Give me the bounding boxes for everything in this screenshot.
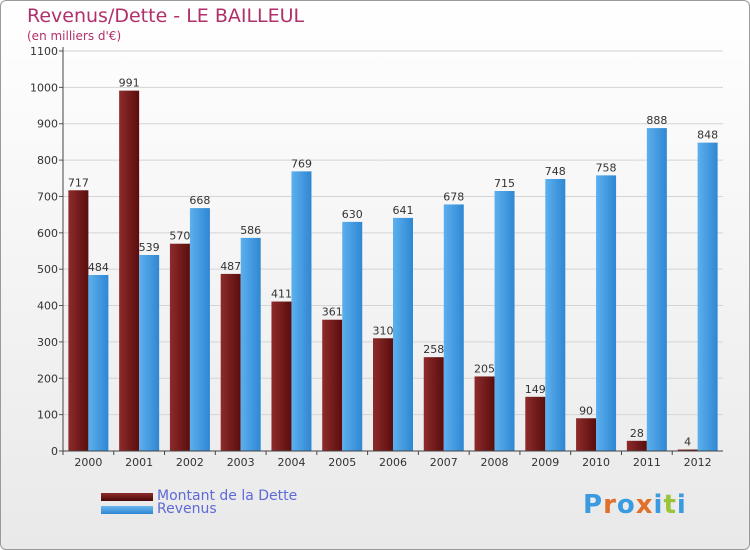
logo-letter: o bbox=[616, 490, 636, 520]
data-label-dette: 991 bbox=[119, 77, 140, 90]
x-tick-label: 2002 bbox=[176, 456, 204, 469]
data-label-revenus: 668 bbox=[189, 194, 210, 207]
x-tick-label: 2001 bbox=[125, 456, 153, 469]
data-label-revenus: 888 bbox=[646, 114, 667, 127]
legend-swatch-dette bbox=[101, 493, 153, 501]
bar-dette bbox=[576, 418, 597, 451]
x-tick-label: 2010 bbox=[582, 456, 610, 469]
bar-revenus bbox=[342, 221, 363, 451]
data-label-dette: 411 bbox=[271, 288, 292, 301]
bar-revenus bbox=[139, 255, 160, 451]
proxiti-logo: Proxiti bbox=[583, 490, 687, 520]
x-tick-label: 2006 bbox=[379, 456, 407, 469]
y-tick-label: 800 bbox=[37, 154, 58, 167]
x-tick-label: 2000 bbox=[74, 456, 102, 469]
data-label-dette: 149 bbox=[525, 383, 546, 396]
legend-label-dette: Montant de la Dette bbox=[157, 488, 298, 504]
data-label-dette: 28 bbox=[630, 427, 644, 440]
bar-dette bbox=[423, 357, 444, 451]
logo-letter: P bbox=[583, 490, 604, 520]
x-tick-label: 2009 bbox=[531, 456, 559, 469]
data-label-revenus: 748 bbox=[545, 165, 566, 178]
bar-dette bbox=[677, 449, 698, 451]
x-tick-label: 2012 bbox=[684, 456, 712, 469]
logo-letter: i bbox=[653, 490, 664, 520]
data-label-dette: 258 bbox=[423, 343, 444, 356]
bar-revenus bbox=[646, 128, 667, 451]
data-label-dette: 310 bbox=[373, 324, 394, 337]
data-label-dette: 205 bbox=[474, 362, 495, 375]
y-tick-label: 0 bbox=[51, 445, 58, 458]
data-label-dette: 487 bbox=[220, 260, 241, 273]
bar-revenus bbox=[494, 191, 515, 451]
y-tick-label: 100 bbox=[37, 409, 58, 422]
y-tick-label: 1000 bbox=[30, 81, 58, 94]
logo-letter: t bbox=[663, 490, 677, 520]
x-tick-label: 2005 bbox=[328, 456, 356, 469]
x-tick-label: 2011 bbox=[633, 456, 661, 469]
x-tick-label: 2007 bbox=[430, 456, 458, 469]
logo-letter: r bbox=[603, 490, 617, 520]
data-label-dette: 4 bbox=[684, 436, 691, 449]
bar-revenus bbox=[697, 142, 718, 452]
bar-dette bbox=[271, 301, 292, 451]
logo-letter: x bbox=[635, 490, 654, 520]
x-tick-label: 2004 bbox=[277, 456, 305, 469]
y-tick-label: 400 bbox=[37, 300, 58, 313]
data-label-revenus: 484 bbox=[88, 261, 109, 274]
bar-dette bbox=[322, 319, 343, 451]
bar-dette bbox=[373, 338, 393, 451]
data-label-revenus: 769 bbox=[291, 157, 312, 170]
legend-label-revenus: Revenus bbox=[157, 501, 217, 517]
bar-dette bbox=[525, 396, 546, 451]
data-label-revenus: 758 bbox=[596, 161, 617, 174]
bar-revenus bbox=[189, 208, 210, 451]
bar-revenus bbox=[291, 171, 312, 451]
bar-dette bbox=[220, 273, 241, 451]
bar-revenus bbox=[240, 237, 261, 451]
data-label-revenus: 539 bbox=[139, 241, 160, 254]
y-tick-label: 900 bbox=[37, 118, 58, 131]
data-label-revenus: 586 bbox=[240, 224, 261, 237]
data-label-revenus: 630 bbox=[342, 208, 363, 221]
bar-revenus bbox=[393, 217, 413, 451]
bar-dette bbox=[119, 90, 140, 452]
bar-revenus bbox=[596, 175, 617, 451]
data-label-dette: 361 bbox=[322, 306, 343, 319]
y-tick-label: 1100 bbox=[30, 45, 58, 58]
bar-revenus bbox=[545, 179, 566, 451]
data-label-dette: 90 bbox=[579, 404, 593, 417]
chart-title: Revenus/Dette - LE BAILLEUL bbox=[27, 5, 305, 27]
y-tick-label: 700 bbox=[37, 190, 58, 203]
bar-dette bbox=[474, 376, 495, 451]
y-tick-label: 600 bbox=[37, 227, 58, 240]
bar-revenus bbox=[88, 275, 109, 451]
y-tick-label: 300 bbox=[37, 336, 58, 349]
data-label-dette: 570 bbox=[169, 230, 190, 243]
bar-dette bbox=[169, 243, 190, 451]
y-tick-label: 500 bbox=[37, 263, 58, 276]
bar-dette bbox=[68, 190, 89, 452]
y-tick-label: 200 bbox=[37, 372, 58, 385]
x-tick-label: 2008 bbox=[481, 456, 509, 469]
chart-subtitle: (en milliers d'€) bbox=[27, 29, 122, 43]
data-label-revenus: 678 bbox=[443, 190, 464, 203]
x-tick-label: 2003 bbox=[227, 456, 255, 469]
data-label-revenus: 848 bbox=[697, 129, 718, 142]
data-label-dette: 717 bbox=[68, 176, 89, 189]
data-label-revenus: 715 bbox=[494, 177, 515, 190]
logo-letter: i bbox=[676, 490, 687, 520]
legend-swatch-revenus bbox=[101, 506, 153, 514]
bar-dette bbox=[626, 440, 647, 451]
bar-revenus bbox=[443, 204, 464, 451]
data-label-revenus: 641 bbox=[393, 204, 414, 217]
